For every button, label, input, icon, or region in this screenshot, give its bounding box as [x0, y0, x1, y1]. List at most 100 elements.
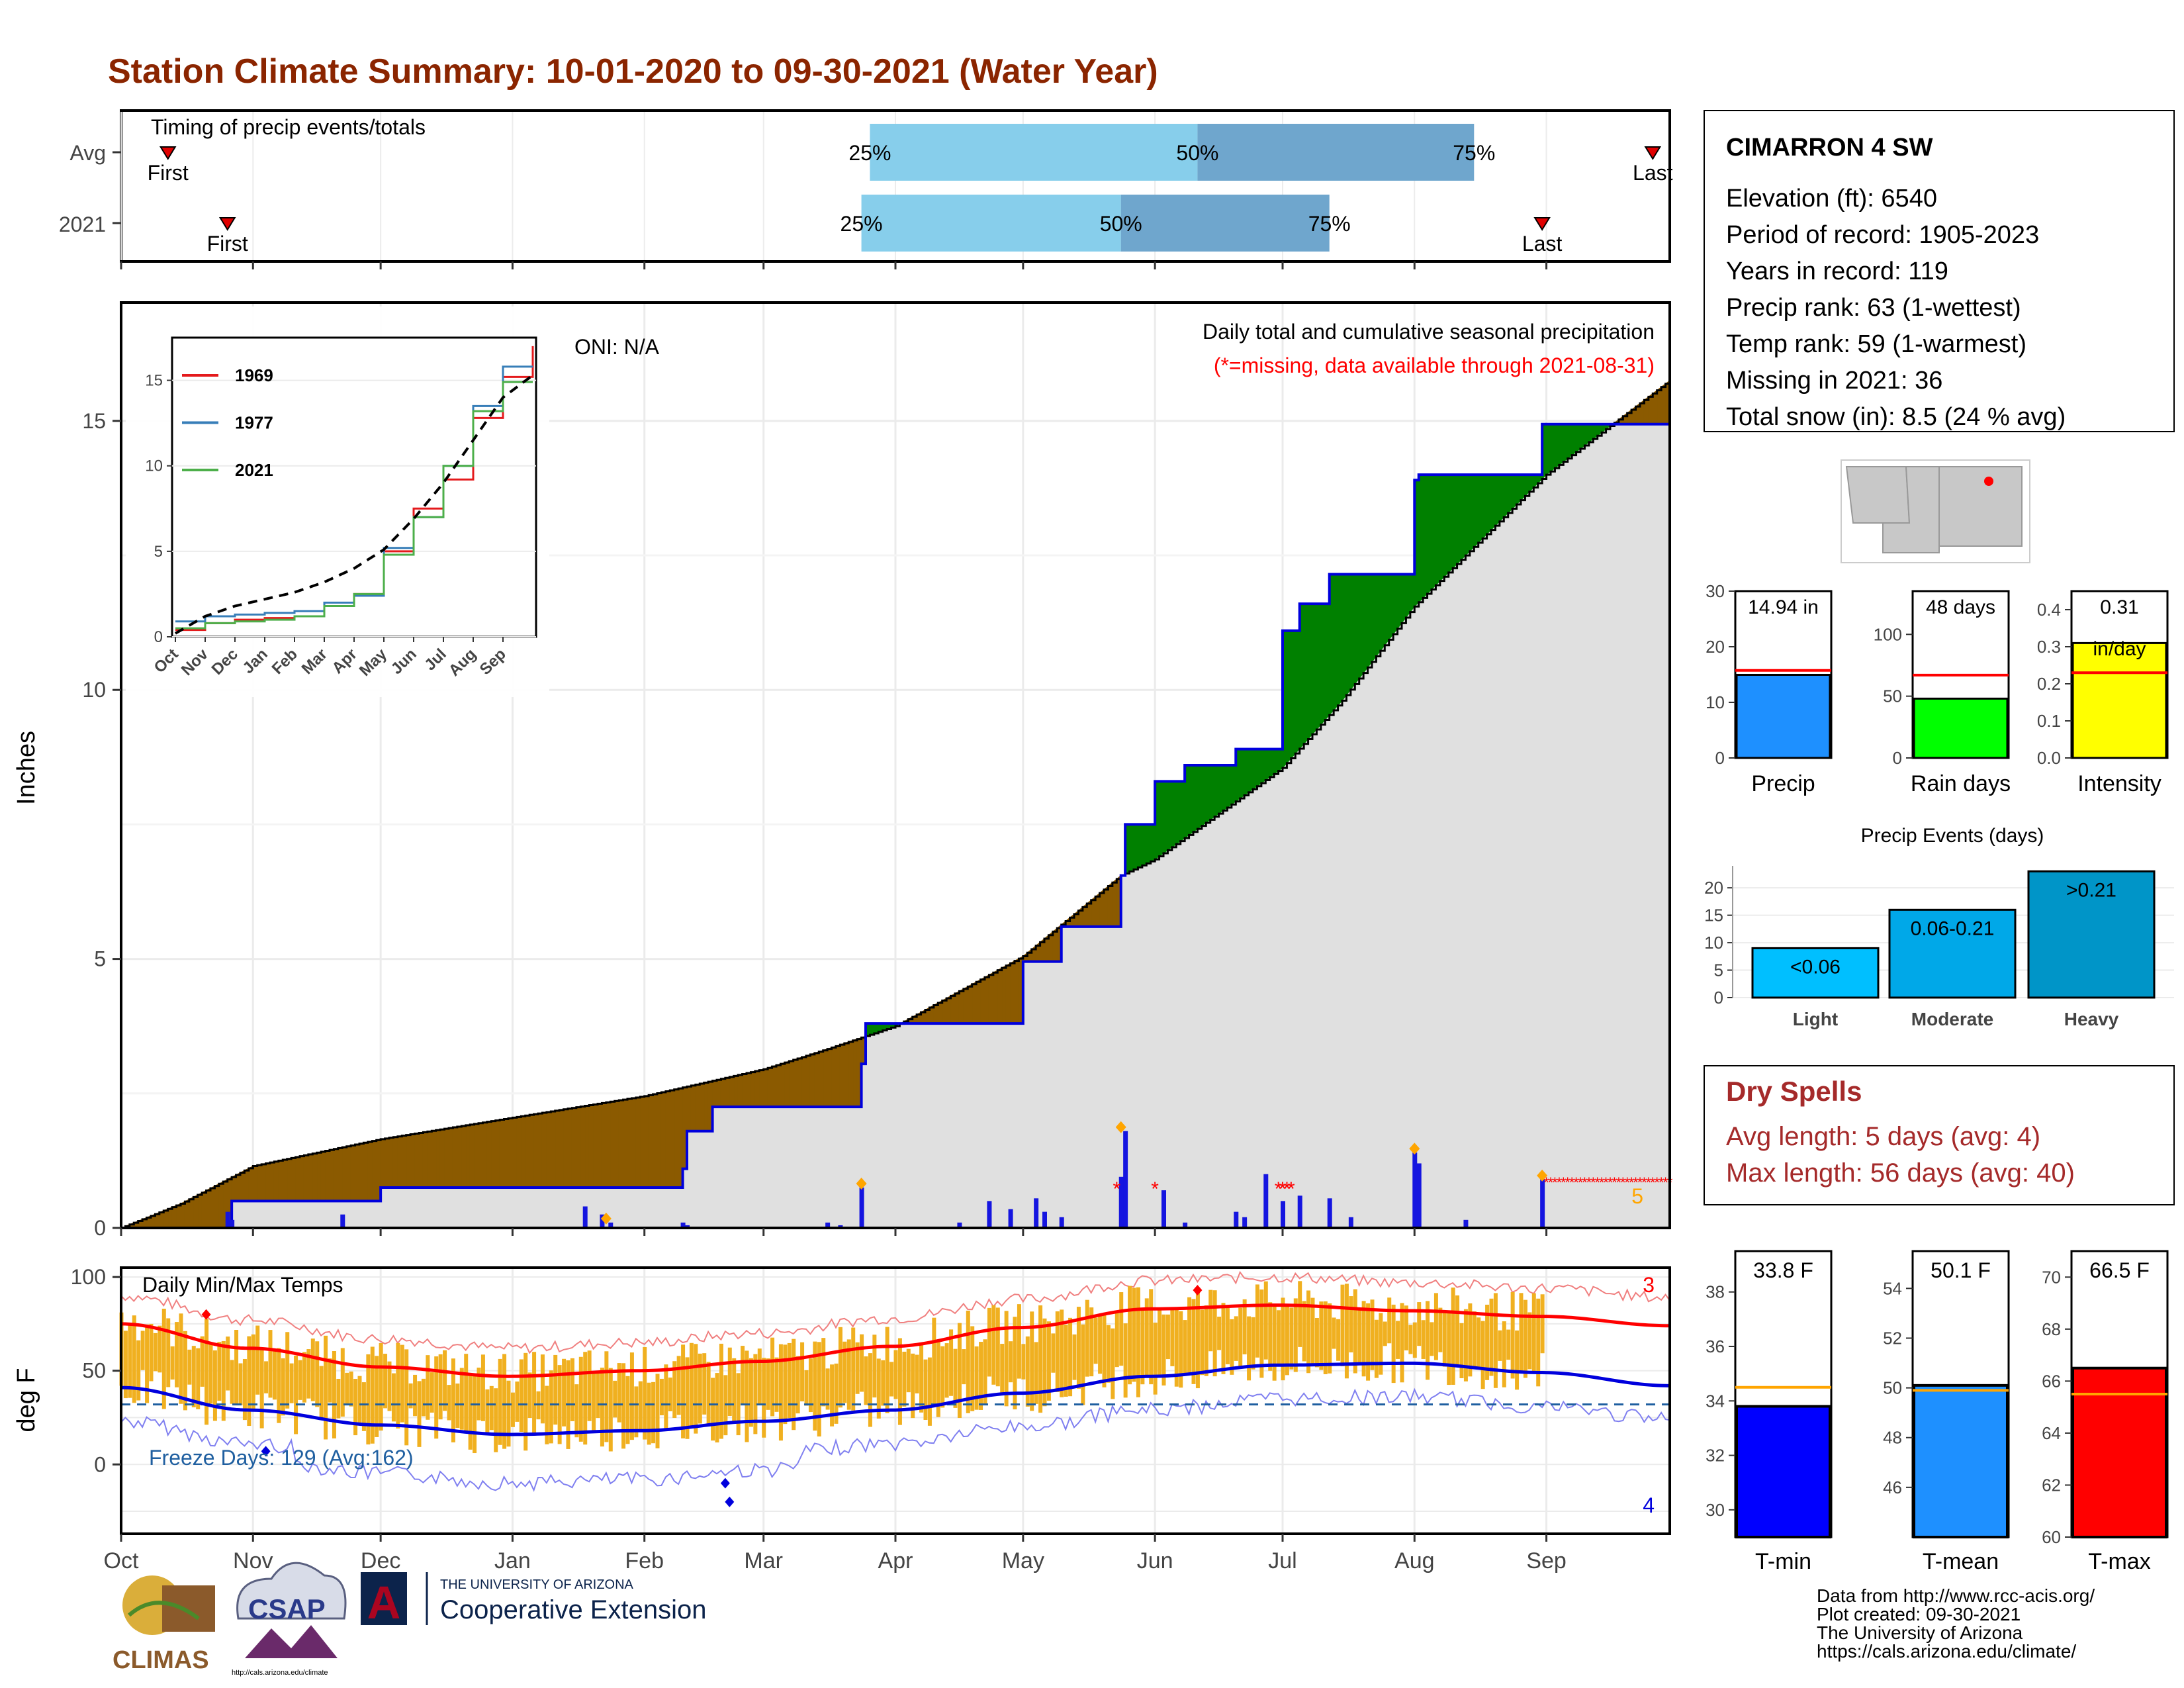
precip-deficit-area: [529, 1113, 535, 1188]
summary-bar-y-tick-label: 0.3: [2037, 637, 2061, 657]
timing-last-marker: [1533, 217, 1551, 231]
inset-average-line: [175, 374, 534, 635]
daily-temp-bar: [532, 1352, 537, 1436]
precip-deficit-area: [674, 1088, 679, 1188]
daily-temp-bar: [1515, 1330, 1520, 1390]
daily-temp-bar: [774, 1357, 779, 1412]
precip-deficit-area: [831, 1045, 837, 1107]
missing-day-marker: *: [1275, 1178, 1283, 1200]
summary-bar-y-tick-label: 100: [1874, 624, 1902, 644]
daily-temp-bar: [1204, 1305, 1208, 1376]
daily-temp-bar: [306, 1349, 311, 1399]
daily-temp-bar: [1123, 1323, 1128, 1398]
missing-day-marker: *: [1633, 1174, 1639, 1191]
daily-temp-bar: [1366, 1303, 1371, 1381]
precip-deficit-area: [363, 1141, 369, 1201]
precip-deficit-area: [584, 1104, 590, 1188]
daily-temp-bar: [1064, 1325, 1068, 1397]
events-y-tick-label: 20: [1704, 878, 1723, 898]
events-bar-light: [1751, 947, 1880, 999]
record-high-count: 3: [1643, 1273, 1655, 1297]
missing-day-marker: *: [1624, 1174, 1630, 1191]
summary-bar-y-tick-label: 50: [1883, 686, 1902, 706]
record-min-line: [120, 1387, 1670, 1492]
daily-temp-bar: [464, 1354, 469, 1434]
daily-temp-bar: [1128, 1286, 1132, 1385]
daily-temp-bar: [302, 1352, 306, 1403]
precip-deficit-area: [844, 1041, 849, 1107]
events-x-label-0: Light: [1793, 1009, 1838, 1029]
daily-temp-bar: [166, 1318, 171, 1387]
precip-deficit-area: [780, 1062, 786, 1107]
precip-deficit-area: [648, 1094, 654, 1188]
precip-surplus-area: [1571, 424, 1577, 456]
daily-temp-bar: [498, 1358, 502, 1445]
daily-temp-bar: [923, 1359, 928, 1421]
precip-deficit-area: [201, 1190, 207, 1229]
temp-x-tick-label: Aug: [1394, 1548, 1435, 1573]
temp-bar-y-tick-label: 68: [2042, 1319, 2061, 1339]
daily-temp-bar: [893, 1350, 898, 1399]
daily-precip-bar: [1118, 1176, 1124, 1228]
daily-temp-bar: [1158, 1309, 1162, 1376]
summary-bar-y-tick-label: 0.0: [2037, 748, 2061, 768]
station-temp-rank: Temp rank: 59 (1-warmest): [1726, 330, 2026, 358]
daily-temp-bar: [757, 1348, 762, 1404]
precip-surplus-area: [1286, 630, 1292, 765]
daily-temp-bar: [583, 1352, 588, 1445]
daily-temp-bar: [1183, 1320, 1187, 1376]
precip-deficit-area: [308, 1152, 313, 1201]
precip-surplus-area: [1316, 603, 1322, 731]
precip-surplus-area: [1210, 765, 1215, 821]
precip-deficit-area: [435, 1129, 441, 1188]
daily-temp-bar: [1353, 1289, 1357, 1374]
footer-line-4: https://cals.arizona.edu/climate/: [1817, 1641, 2076, 1662]
missing-day-marker: *: [1603, 1174, 1609, 1191]
daily-temp-bar: [1412, 1322, 1417, 1358]
csap-logo: CSAP http://cals.arizona.edu/climate: [232, 1562, 347, 1677]
temp-bar-y-tick-label: 70: [2042, 1267, 2061, 1287]
missing-day-marker: *: [1548, 1174, 1554, 1191]
precip-deficit-area: [499, 1118, 505, 1188]
precip-surplus-area: [1457, 474, 1462, 565]
daily-temp-bar: [417, 1381, 422, 1447]
daily-temp-bar: [813, 1341, 817, 1431]
precip-deficit-area: [725, 1076, 730, 1107]
precip-deficit-area: [431, 1129, 437, 1188]
daily-temp-bar: [383, 1354, 388, 1409]
precip-surplus-area: [1261, 749, 1266, 784]
daily-temp-bar: [817, 1342, 821, 1437]
daily-temp-bar: [1438, 1307, 1443, 1352]
daily-temp-bar: [995, 1307, 1000, 1387]
daily-temp-bar: [1455, 1295, 1460, 1365]
precip-deficit-area: [614, 1100, 619, 1188]
daily-precip-bar: [685, 1225, 690, 1228]
precip-deficit-area: [686, 1085, 692, 1132]
precip-deficit-area: [418, 1131, 424, 1188]
temp-x-tick-label: Jan: [494, 1548, 531, 1573]
timing-label-75: 75%: [1453, 141, 1495, 165]
daily-temp-bar: [161, 1309, 166, 1409]
daily-temp-bar: [1519, 1293, 1524, 1373]
timing-bar-50-75: [1120, 195, 1330, 252]
precip-surplus-area: [1189, 765, 1194, 836]
daily-temp-bar: [659, 1378, 664, 1416]
precip-deficit-area: [257, 1164, 262, 1201]
temp-bar-y-tick-label: 48: [1883, 1428, 1902, 1448]
daily-temp-bar: [1379, 1313, 1383, 1375]
temp-panel: deg F Daily Min/Max Temps Freeze Days: 1…: [13, 1265, 1671, 1573]
daily-temp-bar: [672, 1361, 677, 1419]
daily-temp-bar: [778, 1344, 783, 1441]
timing-label-50: 50%: [1100, 212, 1142, 236]
daily-temp-bar: [834, 1363, 839, 1424]
precip-deficit-area: [329, 1149, 334, 1201]
timing-label-25: 25%: [848, 141, 891, 165]
daily-temp-bar: [643, 1347, 647, 1440]
temp-bar-y-tick-label: 38: [1706, 1282, 1725, 1302]
precip-deficit-area: [469, 1123, 475, 1188]
precip-deficit-area: [414, 1132, 420, 1188]
daily-temp-bar: [310, 1338, 315, 1401]
daily-temp-bar: [702, 1353, 707, 1415]
precip-deficit-area: [448, 1127, 453, 1188]
